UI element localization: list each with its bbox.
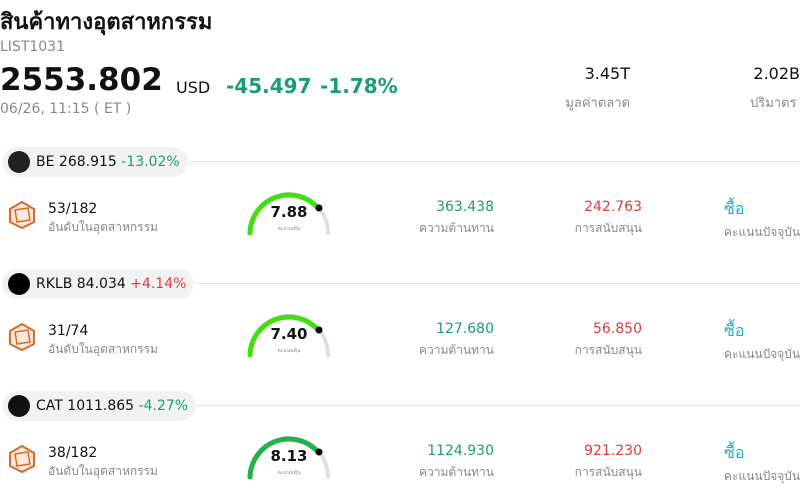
price: 2553.802 [0,62,163,98]
action[interactable]: ซื้อ [724,443,745,462]
support: 921.230 [584,443,642,459]
title: สินค้าทางอุตสาหกรรม [0,10,213,35]
ticker-pill[interactable]: BE 268.915 -13.02% [2,147,188,177]
ticker-logo [8,151,30,173]
divider [180,283,800,284]
score-label: คะแนนหุ้น [277,470,301,476]
stat-value: 3.45T [584,64,630,83]
change: -45.497 [226,74,312,98]
action-label: คะแนนปัจจุบัน [724,469,800,483]
rank-label: อันดับในอุตสาหกรรม [48,464,158,478]
ticker-change: -13.02% [121,154,180,170]
ticker: RKLB [36,276,73,292]
rank-icon [9,323,35,351]
ticker-logo [8,273,30,295]
support-label: การสนับสนุน [574,343,642,357]
rank-label: อันดับในอุตสาหกรรม [48,220,158,234]
score: 7.88 [270,203,308,221]
score-label: คะแนนหุ้น [277,226,301,232]
support: 56.850 [593,321,642,337]
rank-label: อันดับในอุตสาหกรรม [48,342,158,356]
support-label: การสนับสนุน [574,221,642,235]
resistance-label: ความต้านทาน [419,465,494,479]
change-pct: -1.78% [320,74,398,98]
divider [180,405,800,406]
resistance-label: ความต้านทาน [419,221,494,235]
action[interactable]: ซื้อ [724,199,745,218]
ticker-change: -4.27% [138,398,189,414]
score-gauge [247,436,330,480]
score: 8.13 [270,447,308,465]
score-gauge [247,192,330,236]
currency: USD [176,78,211,97]
ticker-price: 1011.865 [67,398,135,414]
score: 7.40 [270,325,308,343]
ticker-price: 84.034 [76,276,126,292]
ticker: CAT [36,398,63,414]
ticker-pill[interactable]: RKLB 84.034 +4.14% [2,269,195,299]
support: 242.763 [584,199,642,215]
divider [180,161,800,162]
resistance: 1124.930 [427,443,494,459]
resistance: 363.438 [436,199,494,215]
time: 06/26, 11:15 ( ET ) [0,101,132,117]
rank: 38/182 [48,445,98,461]
support-label: การสนับสนุน [574,465,642,479]
rank: 31/74 [48,323,89,339]
ticker-logo [8,395,30,417]
stat-label: ปริมาตร [750,96,797,111]
code: LIST1031 [0,39,65,55]
rank: 53/182 [48,201,98,217]
ticker-pill[interactable]: CAT 1011.865 -4.27% [2,391,197,421]
score-label: คะแนนหุ้น [277,348,301,354]
score-gauge [247,314,330,358]
action[interactable]: ซื้อ [724,321,745,340]
rank-icon [9,445,35,473]
action-label: คะแนนปัจจุบัน [724,225,800,239]
resistance-label: ความต้านทาน [419,343,494,357]
rank-icon [9,201,35,229]
action-label: คะแนนปัจจุบัน [724,347,800,361]
ticker-change: +4.14% [130,276,187,292]
ticker-price: 268.915 [58,154,117,170]
stat-label: มูลค่าตลาด [565,96,630,111]
ticker: BE [36,154,55,170]
stat-value: 2.02B [753,64,800,83]
resistance: 127.680 [436,321,494,337]
